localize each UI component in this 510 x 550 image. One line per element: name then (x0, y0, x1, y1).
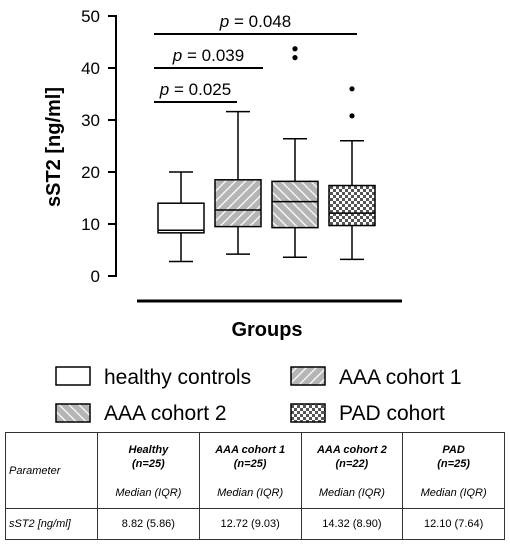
y-tick-label: 40 (81, 59, 100, 78)
table-header-group: Healthy (n=25) Median (IQR) (97, 432, 200, 509)
legend-swatch-aaa-cohort-1 (290, 366, 326, 386)
x-axis-label: Groups (231, 319, 302, 341)
table-header-parameter: Parameter (5, 432, 98, 509)
box-group (214, 110, 262, 255)
table-cell-value: 8.82 (5.86) (97, 508, 200, 540)
table-cell-value: 12.10 (7.64) (402, 508, 505, 540)
p-value-label: p = 0.025 (159, 80, 231, 99)
box-iqr (271, 180, 319, 229)
table-header-group: AAA cohort 1 (n=25) Median (IQR) (198, 432, 302, 509)
table-header-group: AAA cohort 2 (n=22) Median (IQR) (300, 432, 404, 509)
box-series (157, 46, 376, 263)
box-plot-chart: 0 10 20 30 40 50 sST2 [ng/ml] Groups p = 0.02… (43, 7, 462, 425)
table-cell-value: 12.72 (9.03) (198, 508, 302, 540)
outlier-point (292, 55, 298, 61)
legend-item-healthy-controls: healthy controls (55, 366, 251, 389)
table-row: sST2 [ng/ml] 8.82 (5.86) 12.72 (9.03) 14… (5, 508, 505, 540)
table-header-group: PAD (n=25) Median (IQR) (402, 432, 505, 509)
legend-label-pad-cohort: PAD cohort (339, 402, 445, 425)
legend-swatch-healthy-controls (55, 366, 91, 386)
box-iqr (214, 179, 262, 228)
box-iqr (328, 184, 376, 227)
table-header-row: Parameter Healthy (n=25) Median (IQR) AA… (5, 432, 505, 509)
legend-label-aaa-cohort-2: AAA cohort 2 (104, 402, 227, 425)
table-row-label: sST2 [ng/ml] (5, 508, 98, 540)
legend-item-pad-cohort: PAD cohort (290, 402, 445, 425)
p-value-label: p = 0.048 (219, 12, 291, 31)
y-tick-label: 10 (81, 215, 100, 234)
y-tick-label: 50 (81, 7, 100, 26)
legend-swatch-aaa-cohort-2 (55, 403, 91, 423)
outlier-point (292, 46, 298, 52)
y-axis-ticks: 0 10 20 30 40 50 (81, 7, 116, 286)
box-group (157, 171, 205, 263)
y-axis-label: sST2 [ng/ml] (43, 87, 65, 207)
legend-item-aaa-cohort-2: AAA cohort 2 (55, 402, 227, 425)
y-tick-label: 30 (81, 111, 100, 130)
legend-label-aaa-cohort-1: AAA cohort 1 (339, 366, 462, 389)
p-value-label: p = 0.039 (172, 46, 244, 65)
outlier-point (349, 86, 355, 92)
y-tick-label: 20 (81, 163, 100, 182)
legend: healthy controls AAA cohort 1 AAA cohort… (55, 366, 462, 425)
legend-swatch-pad-cohort (290, 403, 326, 423)
statistics-table: Parameter Healthy (n=25) Median (IQR) AA… (5, 432, 505, 540)
table-cell-value: 14.32 (8.90) (300, 508, 404, 540)
legend-label-healthy-controls: healthy controls (104, 366, 251, 389)
significance-brackets: p = 0.025 p = 0.039 p = 0.048 (154, 12, 357, 103)
outlier-point (349, 113, 355, 119)
legend-item-aaa-cohort-1: AAA cohort 1 (290, 366, 462, 389)
box-iqr (157, 202, 205, 234)
y-tick-label: 0 (91, 267, 100, 286)
box-group (328, 86, 376, 261)
box-group (271, 46, 319, 259)
